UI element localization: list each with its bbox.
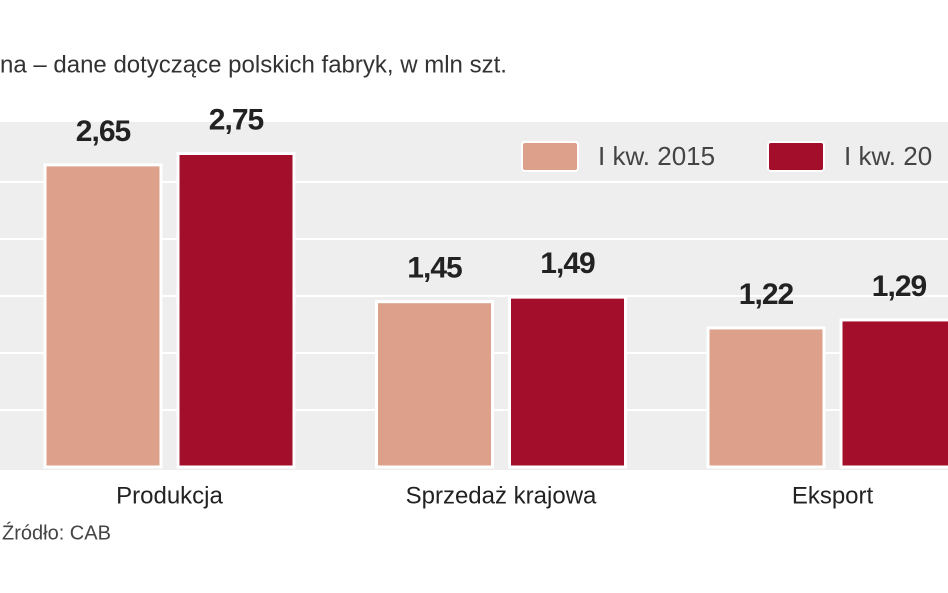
value-label: 1,49: [540, 247, 595, 280]
bar: [43, 163, 163, 469]
legend-label: I kw. 20: [844, 141, 932, 171]
bar: [375, 300, 494, 469]
bar: [176, 152, 296, 469]
bar: [706, 326, 826, 469]
legend-swatch: [521, 141, 579, 172]
value-label: 1,45: [407, 252, 462, 285]
value-label: 1,29: [872, 270, 927, 303]
x-tick-label: Eksport: [792, 482, 874, 509]
value-label: 2,75: [209, 103, 264, 136]
bar: [508, 295, 627, 469]
source: Źródło: CAB: [2, 521, 111, 544]
value-label: 1,22: [739, 278, 794, 311]
chart-subtitle: na – dane dotyczące polskich fabryk, w m…: [0, 51, 507, 78]
x-tick-label: Sprzedaż krajowa: [406, 482, 597, 509]
x-tick-label: Produkcja: [116, 482, 223, 509]
legend-label: I kw. 2015: [598, 141, 715, 171]
legend-swatch: [767, 141, 825, 172]
value-label: 2,65: [76, 115, 131, 148]
bar: [839, 318, 948, 469]
